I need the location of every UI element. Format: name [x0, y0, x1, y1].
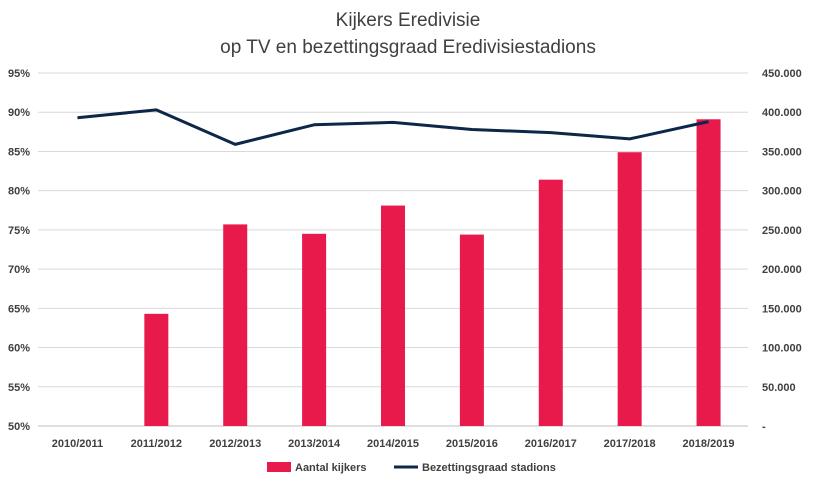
- bar-aantal-kijkers: [538, 179, 563, 426]
- bar-series: [144, 119, 721, 426]
- x-axis-tick-label: 2011/2012: [131, 438, 182, 450]
- x-axis-tick-label: 2017/2018: [604, 438, 656, 450]
- bar-aantal-kijkers: [696, 119, 721, 426]
- x-axis-tick-label: 2018/2019: [683, 438, 735, 450]
- left-axis-tick-label: 50%: [8, 421, 30, 433]
- left-axis-tick-label: 95%: [8, 68, 30, 80]
- left-axis: 50% 55% 60% 65% 70% 75% 80% 85% 90% 95%: [8, 68, 30, 433]
- x-axis-tick-label: 2016/2017: [525, 438, 577, 450]
- bar-aantal-kijkers: [381, 205, 405, 426]
- right-axis: - 50.000 100.000 150.000 200.000 250.000 300.0…: [762, 68, 802, 433]
- x-axis-tick-label: 2015/2016: [446, 438, 498, 450]
- left-axis-tick-label: 75%: [8, 225, 30, 237]
- legend-label-aantal-kijkers: Aantal kijkers: [295, 462, 367, 474]
- legend-label-bezettingsgraad: Bezettingsgraad stadions: [422, 462, 556, 474]
- right-axis-tick-label: 300.000: [762, 186, 802, 198]
- bar-aantal-kijkers: [223, 224, 248, 426]
- bar-aantal-kijkers: [459, 234, 484, 426]
- legend-swatch-aantal-kijkers: [267, 462, 291, 472]
- left-axis-tick-label: 60%: [8, 343, 30, 355]
- right-axis-tick-label: 150.000: [762, 303, 802, 315]
- left-axis-tick-label: 85%: [8, 146, 30, 158]
- bar-aantal-kijkers: [617, 152, 642, 426]
- right-axis-tick-label: 450.000: [762, 68, 802, 80]
- bar-aantal-kijkers: [144, 313, 169, 426]
- right-axis-tick-label: 50.000: [762, 382, 796, 394]
- left-axis-tick-label: 55%: [8, 382, 30, 394]
- x-axis-tick-label: 2012/2013: [209, 438, 261, 450]
- bar-aantal-kijkers: [302, 233, 327, 426]
- left-axis-tick-label: 65%: [8, 303, 30, 315]
- x-axis: 2010/2011 2011/2012 2012/2013 2013/2014 2014…: [52, 438, 735, 450]
- x-axis-tick-label: 2013/2014: [288, 438, 341, 450]
- legend: Aantal kijkers Bezettingsgraad stadions: [267, 462, 556, 474]
- left-axis-tick-label: 80%: [8, 186, 30, 198]
- line-series: [77, 108, 709, 146]
- chart-title-line-1: Kijkers Eredivisie: [336, 10, 481, 31]
- right-axis-tick-label: 400.000: [762, 107, 802, 119]
- x-axis-tick-label: 2014/2015: [367, 438, 419, 450]
- right-axis-tick-label: 350.000: [762, 146, 802, 158]
- left-axis-tick-label: 70%: [8, 264, 30, 276]
- right-axis-tick-label: -: [762, 421, 766, 433]
- line-bezettingsgraad: [77, 108, 709, 146]
- right-axis-tick-label: 250.000: [762, 225, 802, 237]
- right-axis-tick-label: 200.000: [762, 264, 802, 276]
- left-axis-tick-label: 90%: [8, 107, 30, 119]
- chart-title-line-2: op TV en bezettingsgraad Eredivisiestadi…: [220, 37, 596, 58]
- x-axis-tick-label: 2010/2011: [52, 438, 103, 450]
- right-axis-tick-label: 100.000: [762, 343, 802, 355]
